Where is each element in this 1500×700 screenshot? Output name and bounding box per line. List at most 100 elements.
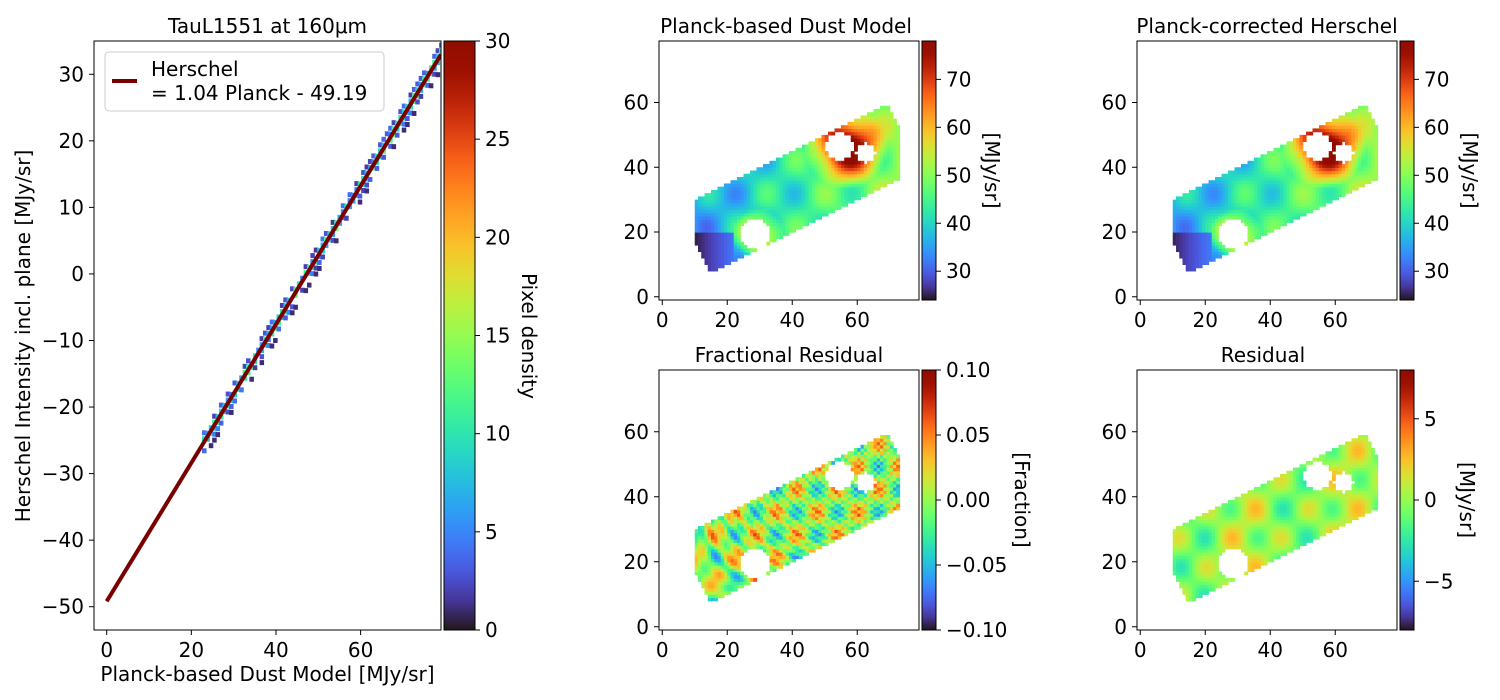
map-pixel [795,519,800,524]
map-pixel [1371,147,1375,152]
map-pixel [1289,157,1294,162]
map-pixel [759,186,764,191]
map-pixel [717,248,722,253]
map-pixel [802,170,806,175]
map-pixel [854,176,858,181]
map-pixel [1267,180,1271,185]
map-pixel [831,526,836,530]
map-pixel [1351,160,1356,165]
map-pixel [1309,180,1314,185]
map-pixel [815,532,819,537]
map-pixel [769,193,774,198]
map-pixel [1296,215,1301,220]
map-pixel [730,235,735,240]
map-pixel [831,493,836,498]
map-pixel [1208,183,1213,188]
map-pixel [782,542,787,547]
map-pixel [1361,121,1366,126]
map-pixel [782,193,787,198]
map-pixel [1361,167,1366,172]
map-pixel [1263,176,1268,181]
map-pixel [743,189,748,194]
map-pixel [730,209,735,214]
map-pixel [1267,206,1271,210]
map-pixel [1250,212,1255,217]
map-pixel [1228,503,1232,508]
map-pixel [1179,219,1184,223]
map-pixel [1283,157,1288,162]
map-pixel [740,581,745,586]
map-pixel [867,138,871,142]
map-pixel [805,151,810,155]
map-pixel [785,555,790,560]
map-pixel [798,186,803,191]
map-pixel [776,548,780,553]
map-pixel [1244,545,1249,550]
colorbar-tick-label: 40 [1424,211,1449,235]
map-pixel [886,464,891,469]
map-pixel [805,532,810,537]
map-pixel [727,193,732,198]
map-pixel [704,558,709,563]
map-pixel [1325,121,1330,126]
map-pixel [740,199,745,204]
map-pixel [1224,542,1229,547]
map-pixel [883,131,888,136]
map-pixel [1198,552,1203,556]
map-pixel [737,176,741,181]
map-pixel [1358,176,1362,181]
map-pixel [1351,121,1356,126]
map-pixel [1328,121,1333,126]
map-pixel [720,254,725,259]
map-pixel [837,457,842,462]
map-pixel [854,500,858,504]
map-pixel [834,167,839,172]
map-pixel [782,183,787,188]
map-pixel [805,477,810,482]
map-pixel [694,228,699,233]
map-pixel [1224,503,1229,508]
map-pixel [818,173,823,178]
map-pixel [863,128,868,133]
map-pixel [724,219,728,223]
map-pixel [782,500,787,504]
map-pixel [789,487,793,491]
map-pixel [815,470,819,475]
map-pixel [1263,164,1268,168]
map-pixel [893,457,897,462]
map-pixel [1189,558,1193,563]
map-pixel [714,199,719,204]
map-pixel [1185,254,1190,259]
map-pixel [1280,222,1284,227]
map-pixel [1309,157,1314,162]
map-pixel [1341,128,1346,133]
map-pixel [841,454,845,459]
map-pixel [847,128,852,133]
colorbar-tick-label: 25 [485,127,510,151]
map-pixel [1179,196,1184,201]
map-pixel [870,167,875,172]
map-pixel [759,522,764,527]
map-pixel [1231,248,1236,253]
map-pixel [1228,545,1232,550]
map-pixel [1218,244,1223,249]
map-pixel [766,173,771,178]
map-pixel [1215,209,1219,214]
map-pixel [1250,193,1255,198]
map-pixel [694,241,699,246]
map-pixel [772,228,777,233]
map-pixel [824,154,829,159]
map-pixel [798,219,803,223]
map-pixel [733,222,738,227]
map-pixel [785,202,790,207]
map-pixel [714,251,719,256]
map-pixel [863,170,868,175]
map-pixel [1205,202,1210,207]
map-pixel [763,513,767,517]
map-pixel [711,529,715,534]
map-pixel [1283,147,1288,152]
map-pixel [779,555,784,560]
map-pixel [711,267,715,272]
map-pixel [772,167,777,172]
map-pixel [1211,180,1216,185]
